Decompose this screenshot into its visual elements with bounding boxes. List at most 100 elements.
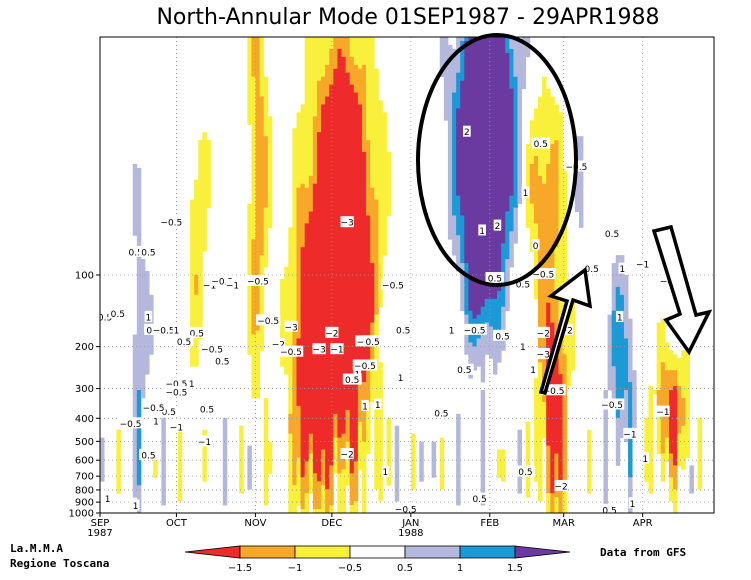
field-cell [263, 136, 269, 208]
contour-label-bg [463, 125, 471, 137]
contour-label-bg [519, 340, 527, 352]
field-cell [353, 92, 359, 462]
contour-label: −3 [284, 323, 297, 333]
field-cell [525, 144, 531, 228]
field-cell [546, 163, 551, 304]
contour-label-bg [656, 405, 670, 417]
field-cell [480, 330, 486, 383]
contour-label: 1 [398, 374, 404, 384]
contour-label: 0.5 [516, 280, 530, 290]
contour-label: 1 [619, 265, 625, 275]
field-cell [353, 461, 359, 502]
contour-label-bg [131, 499, 140, 511]
field-cell [509, 48, 514, 89]
contour-label-bg [361, 399, 369, 411]
contour-label-bg [151, 323, 176, 335]
contour-label-bg [381, 465, 390, 477]
field-cell [664, 342, 670, 371]
field-cell [345, 72, 351, 411]
contour-label-bg [470, 492, 490, 504]
field-cell [308, 37, 314, 177]
field-cell [132, 334, 138, 498]
field-cell [464, 37, 469, 42]
field-cell [558, 112, 563, 331]
field-cell [554, 298, 559, 355]
field-cell [194, 275, 199, 296]
field-cell [456, 72, 461, 109]
legend: −1.5 −1 −0.5 0.5 1 1.5 [184, 545, 571, 574]
field-cell [251, 334, 256, 399]
x-tick-label: OCT [166, 518, 188, 529]
contour-label: 0.5 [396, 326, 410, 336]
field-cell [411, 433, 416, 490]
legend-label: 0.5 [397, 563, 413, 574]
field-cell [673, 386, 678, 466]
field-cell [374, 68, 379, 201]
field-cell [546, 493, 551, 513]
field-cell [505, 37, 510, 54]
contour-label-bg [636, 258, 650, 270]
field-cell [452, 48, 457, 93]
contour-label-bg [284, 320, 298, 332]
field-cell [668, 370, 674, 391]
contour-label: 1 [174, 326, 180, 336]
contour-label: −1 [330, 346, 343, 356]
contour-label: −0.5 [601, 401, 623, 411]
field-cell [312, 473, 318, 510]
field-cell [443, 37, 449, 121]
field-cell [382, 112, 387, 256]
field-cell [259, 96, 265, 256]
field-cell [370, 187, 375, 264]
y-tick-label: 800 [75, 485, 94, 496]
field-cell [202, 132, 207, 252]
contour-label: −1 [198, 438, 211, 448]
contour-label: −0.5 [143, 404, 165, 414]
contour-label-bg [513, 277, 533, 289]
chart-title: North-Annular Mode 01SEP1987 - 29APR1988 [156, 5, 659, 30]
field-cell [488, 298, 494, 327]
contour-label: 0.5 [585, 265, 599, 275]
contour-label: 0 [533, 242, 539, 252]
contour-label: −0.5 [354, 362, 376, 372]
contour-label-bg [462, 323, 487, 335]
contour-label: 0.5 [605, 230, 619, 240]
field-cell [537, 362, 543, 502]
contour-label-bg [393, 323, 413, 335]
field-cell [378, 362, 383, 502]
field-cell [198, 140, 203, 339]
field-cell [140, 259, 146, 399]
field-cell [345, 37, 351, 74]
field-cell [280, 278, 285, 367]
field-cell [296, 187, 301, 339]
contour-label: 0.5 [518, 468, 532, 478]
contour-label: 2 [495, 222, 501, 232]
field-cell [615, 286, 621, 419]
field-cell [325, 37, 330, 66]
field-cell [542, 76, 547, 185]
field-cell [615, 417, 621, 466]
field-cell [452, 92, 457, 216]
field-cell [546, 88, 551, 165]
contour-label-bg [199, 343, 225, 355]
contour-label-bg [152, 414, 160, 426]
field-cell [497, 37, 502, 292]
contour-label-bg [174, 335, 194, 347]
contour-label: 0.5 [495, 332, 509, 342]
field-cell [206, 140, 211, 208]
field-cell [267, 441, 273, 474]
field-cell [337, 437, 342, 474]
field-cell [460, 263, 465, 312]
field-cell [325, 96, 330, 490]
field-cell [464, 40, 469, 264]
field-cell [337, 473, 342, 513]
field-cell [554, 104, 559, 141]
field-cell [546, 445, 551, 494]
field-cell [456, 108, 461, 197]
legend-swatch [404, 545, 461, 559]
legend-label: −1 [288, 563, 303, 574]
contour-label-bg [159, 405, 179, 417]
field-cell [308, 175, 314, 212]
